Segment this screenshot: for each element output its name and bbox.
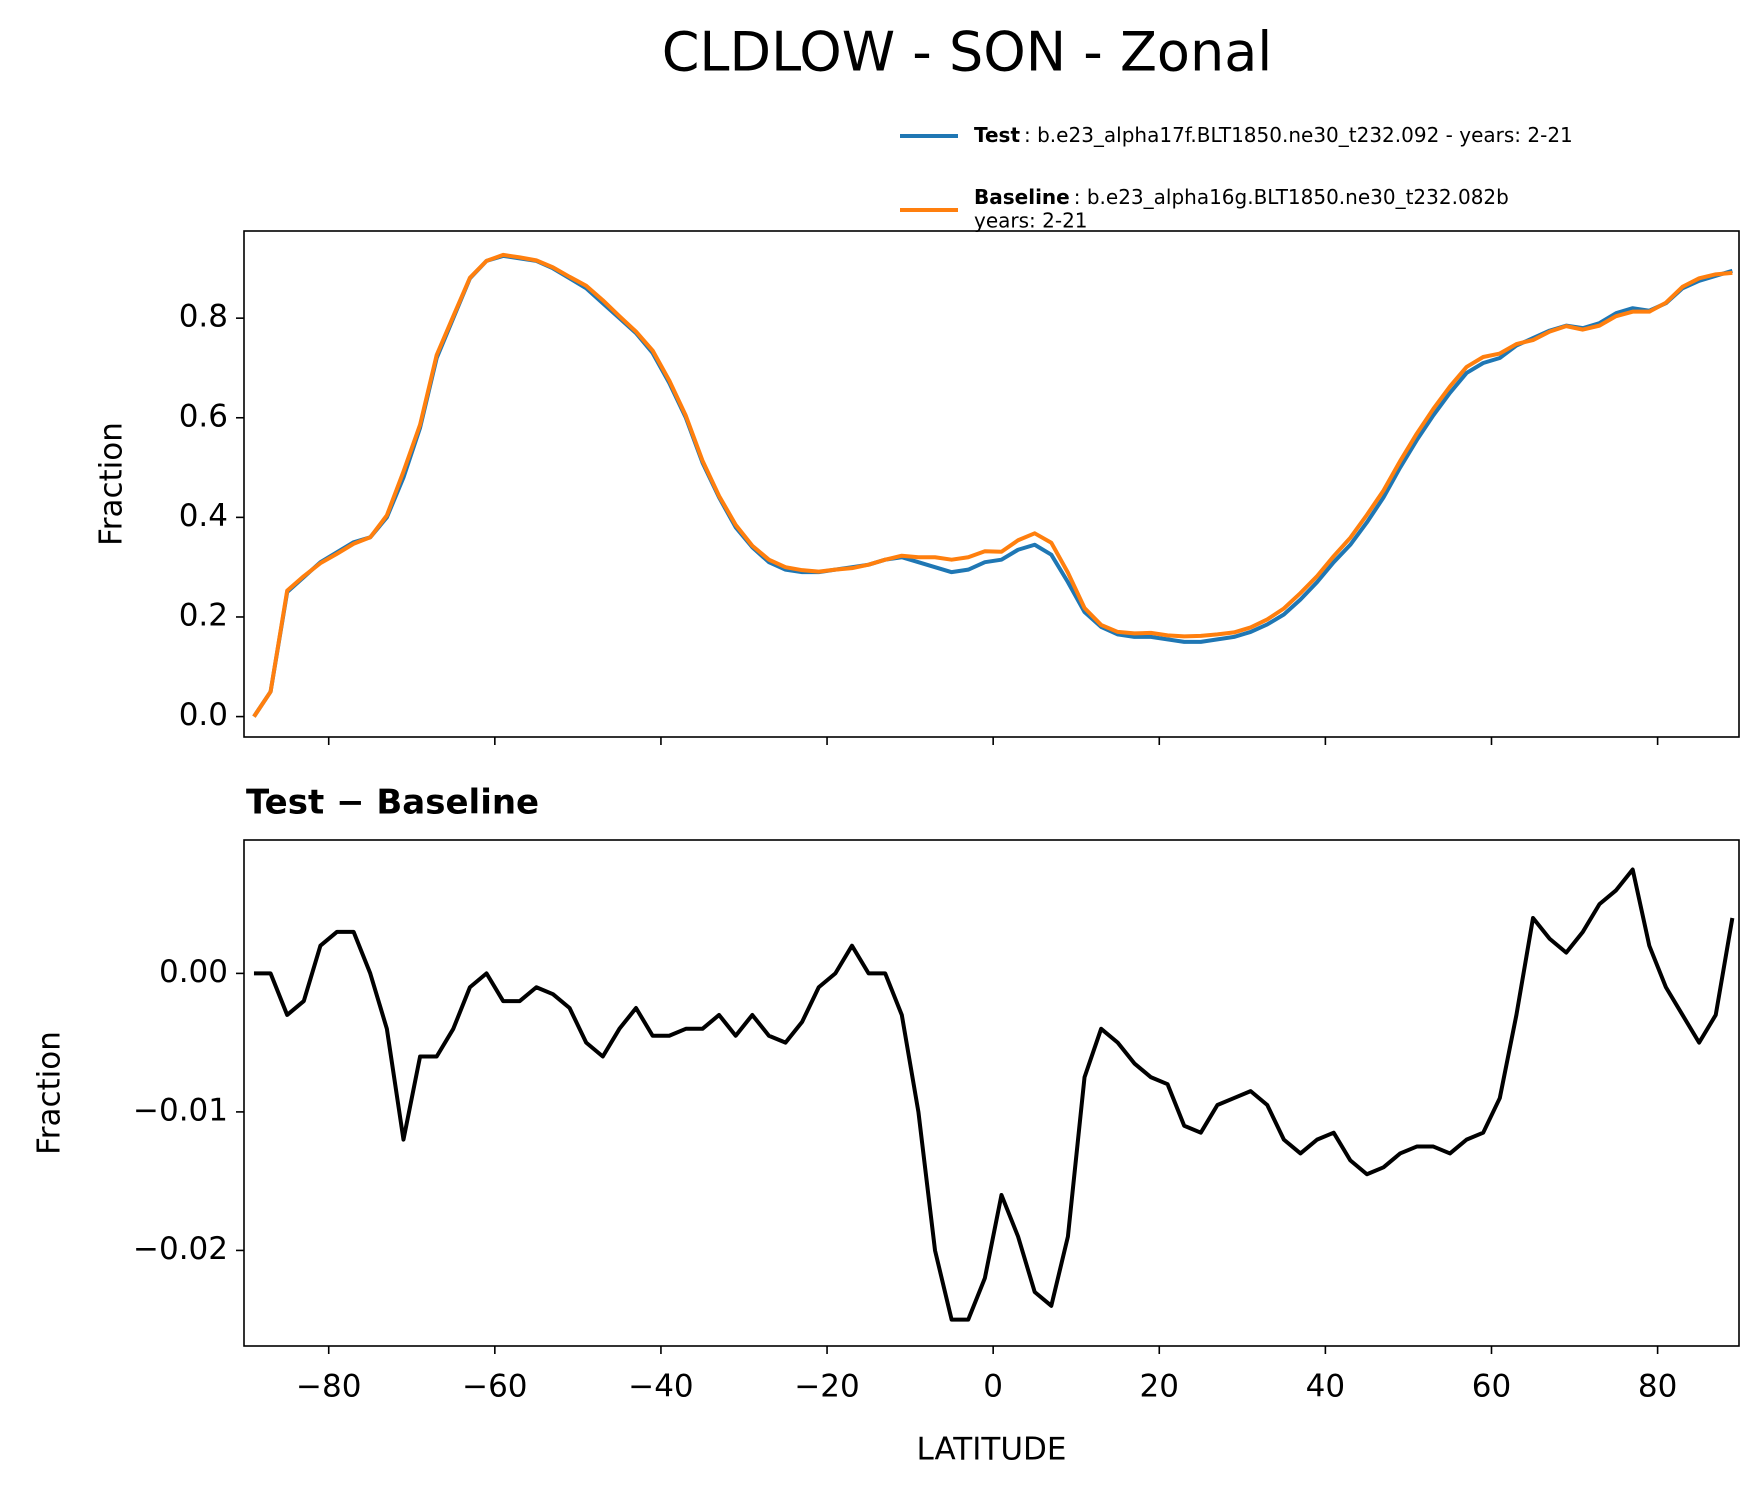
- y-tick-label: 0.2: [179, 597, 228, 633]
- series-line: [253, 867, 1735, 1322]
- legend-label: Baseline: b.e23_alpha16g.BLT1850.ne30_t2…: [974, 185, 1509, 209]
- chart-title: CLDLOW - SON - Zonal: [662, 21, 1273, 84]
- panel-title: Test − Baseline: [246, 783, 539, 823]
- x-tick-label: −60: [462, 1369, 527, 1405]
- y-axis-label: Fraction: [94, 422, 130, 546]
- x-tick-label: 0: [983, 1369, 1003, 1405]
- x-tick-label: −80: [296, 1369, 361, 1405]
- series-line: [252, 252, 1733, 718]
- legend-name: Test: [974, 123, 1020, 147]
- y-tick-label: 0.8: [179, 299, 228, 335]
- y-axis-label: Fraction: [32, 1031, 68, 1155]
- y-tick-label: 0.0: [179, 697, 228, 733]
- series-line: [252, 253, 1733, 718]
- y-tick-label: 0.6: [179, 398, 228, 434]
- legend-description: : b.e23_alpha17f.BLT1850.ne30_t232.092 -…: [1024, 123, 1573, 147]
- y-tick-label: 0.4: [179, 498, 228, 534]
- axes-frame: [243, 230, 1740, 738]
- legend-name: Baseline: [974, 185, 1070, 209]
- x-tick-label: 40: [1306, 1369, 1345, 1405]
- x-axis-label: LATITUDE: [917, 1432, 1067, 1468]
- legend-description: years: 2-21: [974, 209, 1088, 233]
- x-tick-label: −20: [794, 1369, 859, 1405]
- y-tick-label: −0.01: [133, 1092, 228, 1128]
- legend-label: Test: b.e23_alpha17f.BLT1850.ne30_t232.0…: [974, 123, 1573, 147]
- axes-frame: [243, 839, 1740, 1347]
- x-tick-label: 20: [1140, 1369, 1179, 1405]
- legend-description: : b.e23_alpha16g.BLT1850.ne30_t232.082b: [1074, 185, 1509, 209]
- y-tick-label: −0.02: [133, 1231, 228, 1267]
- x-tick-label: −40: [628, 1369, 693, 1405]
- y-tick-label: 0.00: [159, 954, 228, 990]
- x-tick-label: 80: [1638, 1369, 1677, 1405]
- x-tick-label: 60: [1472, 1369, 1511, 1405]
